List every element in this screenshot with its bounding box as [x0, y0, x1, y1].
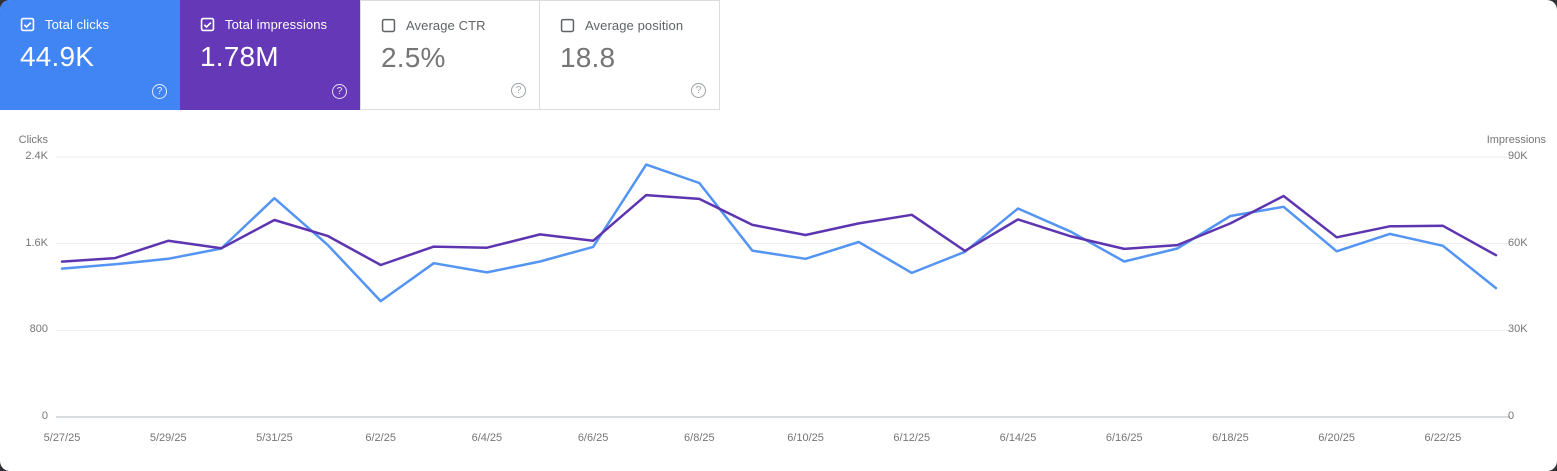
y-axis-tick-left: 800 — [29, 323, 48, 336]
x-axis-label: 6/6/25 — [577, 432, 609, 444]
help-icon[interactable]: ? — [332, 84, 347, 99]
x-axis-label: 5/29/25 — [149, 432, 187, 444]
help-icon[interactable]: ? — [511, 83, 526, 98]
average-position-checkbox[interactable] — [560, 18, 575, 33]
total-impressions-card[interactable]: Total impressions 1.78M ? — [180, 0, 360, 110]
y-axis-tick-right: 60K — [1508, 236, 1528, 249]
checkbox-unchecked-icon — [560, 18, 575, 33]
checkbox-checked-icon — [200, 17, 215, 32]
total-impressions-label: Total impressions — [225, 17, 328, 32]
x-axis-label: 6/4/25 — [471, 432, 503, 444]
average-ctr-value: 2.5% — [381, 42, 446, 73]
help-icon[interactable]: ? — [691, 83, 706, 98]
help-icon[interactable]: ? — [152, 84, 167, 99]
x-axis-label: 6/20/25 — [1318, 432, 1355, 444]
y-axis-tick-left: 1.6K — [25, 236, 48, 249]
x-axis-label: 6/10/25 — [787, 432, 824, 444]
x-axis-label: 5/27/25 — [43, 432, 81, 444]
total-clicks-label: Total clicks — [45, 17, 110, 32]
y-axis-tick-right: 0 — [1508, 410, 1515, 422]
x-axis-label: 6/18/25 — [1212, 432, 1249, 444]
y-axis-tick-right: 30K — [1508, 323, 1528, 336]
total-clicks-value: 44.9K — [20, 41, 95, 72]
average-ctr-checkbox[interactable] — [381, 18, 396, 33]
average-position-value: 18.8 — [560, 42, 616, 73]
checkbox-unchecked-icon — [381, 18, 396, 33]
metric-cards-row: Total clicks 44.9K ? Total impressions 1… — [0, 0, 720, 110]
impressions-line — [60, 193, 1498, 267]
average-position-card[interactable]: Average position 18.8 ? — [540, 0, 720, 110]
checkbox-checked-icon — [20, 17, 35, 32]
y-axis-tick-right: 90K — [1508, 150, 1528, 162]
average-ctr-card[interactable]: Average CTR 2.5% ? — [360, 0, 540, 110]
total-clicks-checkbox[interactable] — [20, 17, 35, 32]
y-axis-tick-left: 0 — [41, 410, 48, 422]
average-ctr-label: Average CTR — [406, 18, 486, 33]
x-axis-label: 6/14/25 — [999, 432, 1037, 444]
total-impressions-checkbox[interactable] — [200, 17, 215, 32]
x-axis-label: 6/2/25 — [365, 432, 396, 444]
average-position-label: Average position — [585, 18, 684, 33]
x-axis-label: 6/8/25 — [684, 432, 715, 444]
x-axis-label: 6/16/25 — [1105, 432, 1143, 444]
total-clicks-card[interactable]: Total clicks 44.9K ? — [0, 0, 180, 110]
clicks-line — [60, 163, 1498, 303]
x-axis-label: 6/22/25 — [1424, 432, 1462, 444]
y-axis-tick-left: 2.4K — [25, 150, 48, 162]
total-impressions-value: 1.78M — [200, 41, 279, 72]
x-axis-label: 6/12/25 — [893, 432, 931, 444]
left-axis-title: Clicks — [18, 134, 48, 146]
x-axis-label: 5/31/25 — [256, 432, 293, 444]
right-axis-title: Impressions — [1486, 134, 1546, 146]
